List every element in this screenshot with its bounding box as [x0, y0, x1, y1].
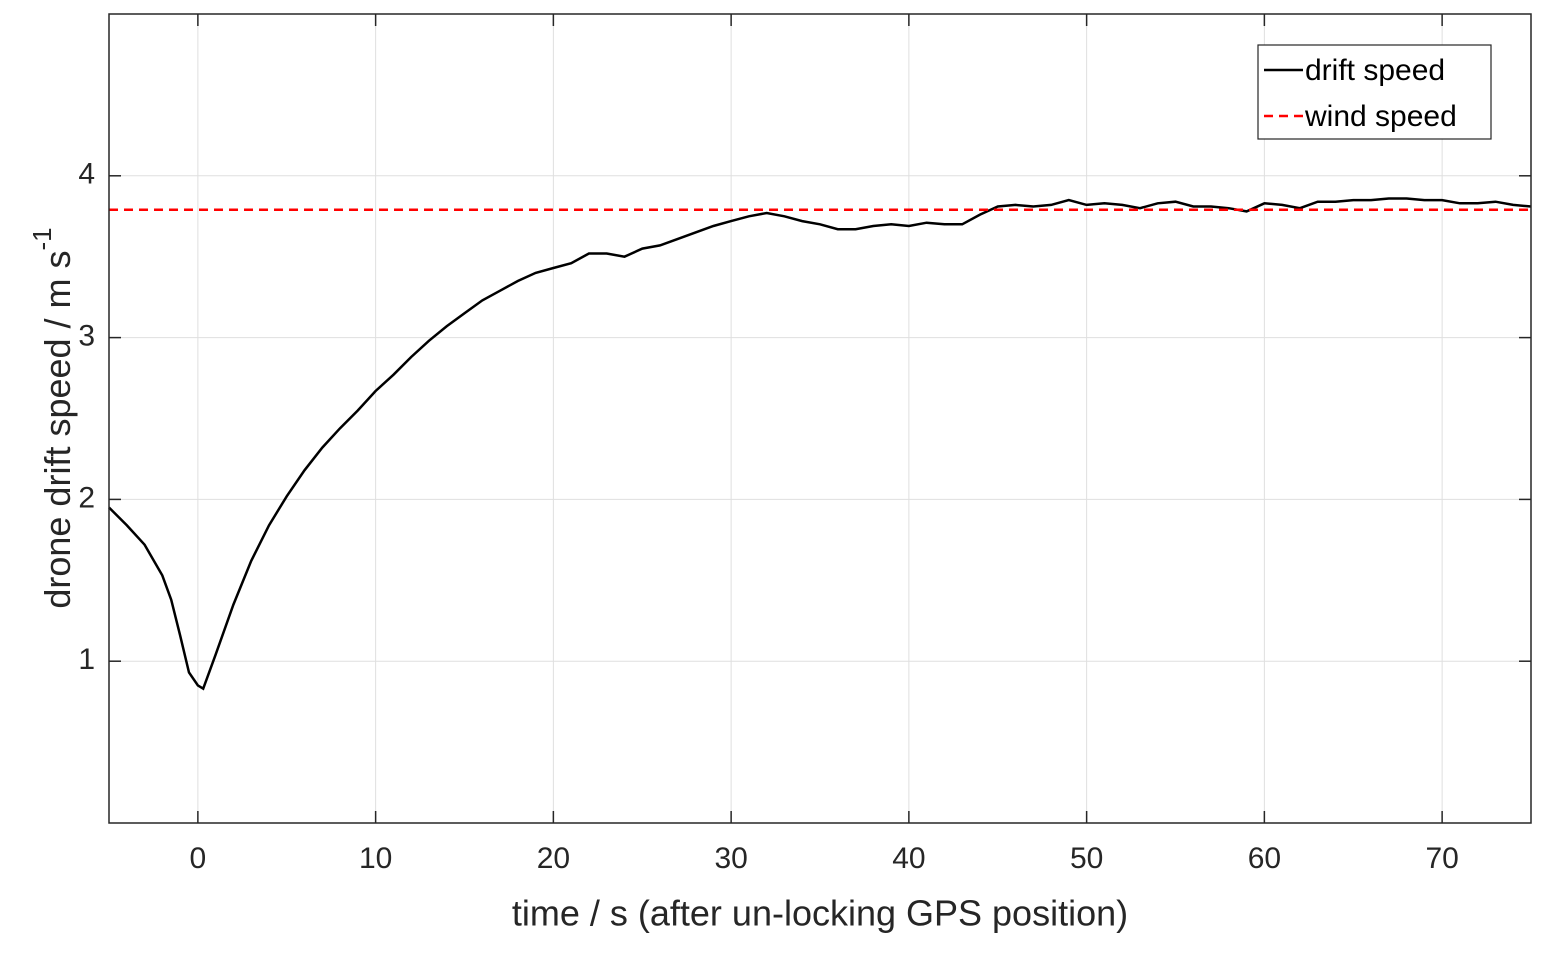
- y-tick-label: 1: [78, 643, 95, 676]
- x-tick-label: 30: [714, 842, 747, 875]
- series-line: [108, 197, 1532, 691]
- axes-frame: [108, 13, 1532, 824]
- x-tick-label: 10: [359, 842, 392, 875]
- y-axis-label-main: drone drift speed / m s: [37, 250, 78, 608]
- y-tick-label: 2: [78, 481, 95, 514]
- legend-label: drift speed: [1305, 54, 1445, 87]
- x-tick-label: 20: [537, 842, 570, 875]
- legend: drift speed wind speed: [1257, 44, 1492, 140]
- x-tick-label: 0: [190, 842, 207, 875]
- x-tick-label: 70: [1425, 842, 1458, 875]
- y-axis-label: drone drift speed / m s-1: [27, 227, 78, 608]
- x-axis-label: time / s (after un-locking GPS position): [512, 893, 1128, 934]
- grid: [109, 14, 1531, 823]
- legend-label: wind speed: [1304, 100, 1457, 133]
- y-tick-label: 3: [78, 320, 95, 353]
- y-axis-label-sup: -1: [27, 227, 57, 250]
- y-tick-label: 4: [78, 158, 95, 191]
- x-tick-label: 60: [1248, 842, 1281, 875]
- x-tick-label: 50: [1070, 842, 1103, 875]
- legend-box: [1257, 44, 1492, 140]
- plot-area: [108, 197, 1532, 691]
- x-tick-label: 40: [892, 842, 925, 875]
